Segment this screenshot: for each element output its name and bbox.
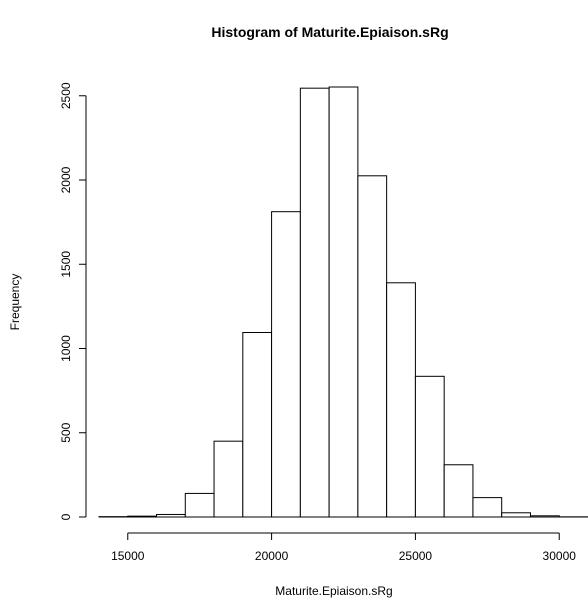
y-tick-label: 1000: [59, 335, 73, 362]
histogram-bar: [386, 282, 416, 518]
chart-title: Histogram of Maturite.Epiaison.sRg: [211, 24, 448, 40]
y-tick-label: 1500: [59, 251, 73, 278]
histogram-bar: [127, 515, 158, 518]
y-axis-label: Frequency: [8, 274, 22, 331]
y-tick-label: 2500: [59, 82, 73, 109]
histogram-bar: [529, 515, 560, 518]
y-axis: 0 500 1000 1500 2000 2500: [59, 82, 87, 520]
y-tick-label: 500: [59, 422, 73, 442]
histogram-bar: [184, 492, 215, 518]
x-tick-label: 25000: [399, 549, 433, 563]
histogram-bar: [299, 87, 330, 518]
histogram-bar: [414, 375, 445, 518]
y-tick-label: 0: [59, 513, 73, 520]
histogram-bar: [242, 332, 273, 518]
histogram-bar: [443, 464, 474, 518]
histogram-bar: [328, 86, 359, 518]
histogram-bar: [472, 497, 503, 518]
histogram-bar: [271, 211, 301, 518]
bars-group: [98, 86, 588, 518]
y-tick-label: 2000: [59, 166, 73, 193]
x-tick-label: 30000: [543, 549, 577, 563]
x-tick-label: 20000: [255, 549, 289, 563]
histogram-bar: [213, 440, 244, 518]
x-axis: 15000 20000 25000 30000: [111, 532, 577, 563]
histogram-bar: [357, 175, 388, 518]
x-tick-label: 15000: [111, 549, 145, 563]
x-axis-label: Maturite.Epiaison.sRg: [275, 584, 392, 598]
histogram-bar: [501, 512, 531, 518]
histogram-bar: [156, 513, 186, 518]
